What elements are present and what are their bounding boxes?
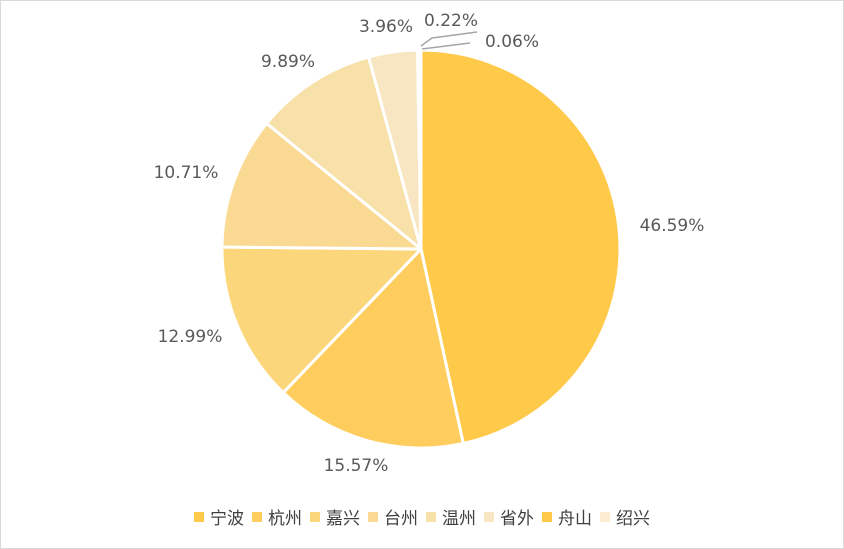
- legend-label: 绍兴: [616, 509, 650, 529]
- legend-swatch: [484, 511, 494, 522]
- pie-slice-3: [220, 245, 423, 395]
- legend-item-8: 绍兴: [600, 504, 650, 529]
- legend-item-7: 舟山: [542, 504, 592, 529]
- data-label-8: 0.06%: [485, 32, 539, 52]
- pie-slice-5: [265, 55, 423, 251]
- pie-slice-8: [418, 48, 423, 251]
- data-label-1: 46.59%: [640, 216, 705, 236]
- legend-label: 杭州: [268, 509, 302, 529]
- legend-label: 宁波: [210, 509, 244, 529]
- legend-label: 省外: [500, 509, 534, 529]
- legend-swatch: [600, 511, 610, 522]
- legend-swatch: [542, 511, 552, 522]
- leader-line-7: [420, 31, 478, 47]
- legend-label: 台州: [384, 509, 418, 529]
- legend-item-3: 嘉兴: [310, 504, 360, 529]
- data-label-5: 9.89%: [261, 52, 315, 72]
- legend-label: 舟山: [558, 509, 592, 529]
- legend-item-5: 温州: [426, 504, 476, 529]
- data-label-7: 0.22%: [424, 11, 478, 31]
- legend: 宁波 杭州 嘉兴 台州 温州 省外 舟山 绍兴: [0, 504, 844, 529]
- legend-item-1: 宁波: [194, 504, 244, 529]
- legend-label: 温州: [442, 509, 476, 529]
- legend-item-2: 杭州: [252, 504, 302, 529]
- pie-slice-4: [220, 121, 423, 251]
- data-label-3: 12.99%: [158, 327, 223, 347]
- legend-swatch: [310, 511, 320, 522]
- data-label-2: 15.57%: [324, 456, 389, 476]
- legend-item-6: 省外: [484, 504, 534, 529]
- pie-slice-2: [281, 247, 465, 450]
- legend-swatch: [368, 511, 378, 522]
- data-label-6: 3.96%: [359, 17, 413, 37]
- legend-label: 嘉兴: [326, 509, 360, 529]
- legend-swatch: [426, 511, 436, 522]
- data-label-4: 10.71%: [154, 163, 219, 183]
- legend-swatch: [194, 511, 204, 522]
- leader-line-8: [421, 42, 471, 50]
- pie-slice-1: [419, 48, 622, 445]
- legend-swatch: [252, 511, 262, 522]
- legend-item-4: 台州: [368, 504, 418, 529]
